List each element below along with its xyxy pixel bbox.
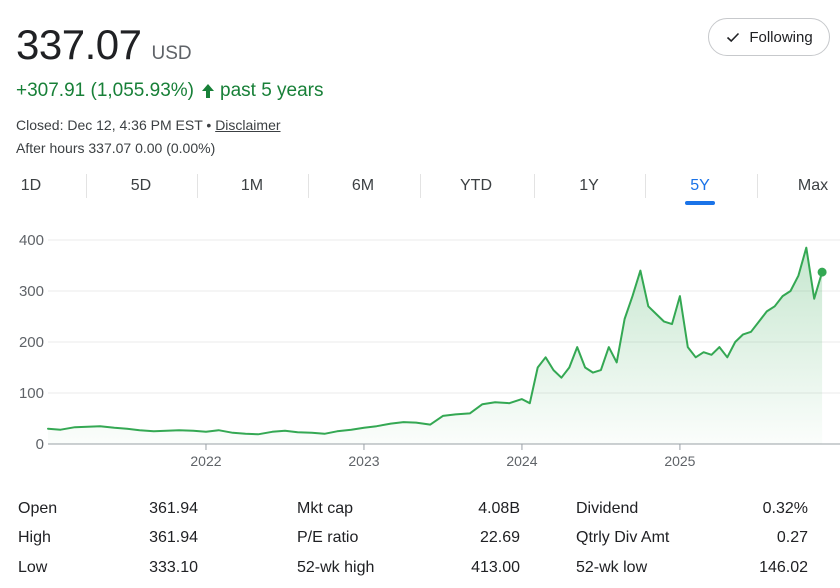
y-tick-label: 200 <box>19 334 44 351</box>
tab-max[interactable]: Max <box>797 177 829 194</box>
tab-5y[interactable]: 5Y <box>690 177 710 194</box>
tab-ytd[interactable]: YTD <box>460 177 492 194</box>
stat-label: Mkt cap <box>297 500 354 517</box>
active-tab-indicator <box>685 201 715 205</box>
price-area <box>48 247 823 444</box>
stat-label: 52-wk high <box>297 559 375 576</box>
tab-1m[interactable]: 1M <box>240 177 264 194</box>
check-icon <box>727 32 740 43</box>
currency-label: USD <box>151 43 192 64</box>
stat-value: 0.32% <box>762 500 808 517</box>
separator-dot: • <box>206 117 212 133</box>
y-tick-label: 400 <box>19 232 44 249</box>
stat-label: Low <box>18 559 48 576</box>
last-price-point <box>817 267 827 277</box>
tab-6m[interactable]: 6M <box>351 177 375 194</box>
current-price: 337.07 <box>16 21 142 68</box>
arrow-up-icon <box>202 84 214 98</box>
x-tick-label: 2025 <box>664 453 695 469</box>
y-tick-label: 300 <box>19 283 44 300</box>
closed-time: Closed: Dec 12, 4:36 PM EST <box>16 117 203 133</box>
price-line <box>47 246 824 436</box>
stat-label: Dividend <box>576 500 639 517</box>
stat-label: 52-wk low <box>576 559 648 576</box>
tab-separator <box>534 174 535 198</box>
tab-separator <box>197 174 198 198</box>
following-label: Following <box>749 28 813 46</box>
tab-separator <box>420 174 421 198</box>
change-period: past 5 years <box>220 80 324 101</box>
tab-1y[interactable]: 1Y <box>579 177 599 194</box>
tab-separator <box>645 174 646 198</box>
stat-value: 361.94 <box>149 529 198 546</box>
stat-label: Qtrly Div Amt <box>576 529 670 546</box>
stat-value: 4.08B <box>478 500 520 517</box>
stat-label: High <box>18 529 51 546</box>
x-tick-label: 2022 <box>190 453 221 469</box>
tab-separator <box>757 174 758 198</box>
price-change-row: +307.91 (1,055.93%) past 5 years <box>16 80 324 102</box>
price-chart: 400 300 200 100 0 2022 2023 2024 2025 <box>19 232 840 469</box>
following-button[interactable]: Following <box>708 18 830 56</box>
stat-value: 146.02 <box>759 559 808 576</box>
x-tick-label: 2023 <box>348 453 379 469</box>
stat-value: 22.69 <box>479 529 520 546</box>
disclaimer-link[interactable]: Disclaimer <box>215 117 281 133</box>
stat-label: Open <box>18 500 58 517</box>
tab-1d[interactable]: 1D <box>20 177 42 194</box>
tab-separator <box>308 174 309 198</box>
price-change: +307.91 (1,055.93%) <box>16 80 194 101</box>
tab-separator <box>86 174 87 198</box>
y-tick-label: 0 <box>36 436 44 453</box>
stat-value: 333.10 <box>149 559 198 576</box>
price-row: 337.07 USD <box>16 22 192 68</box>
stat-value: 0.27 <box>776 529 808 546</box>
time-range-tabs: 1D 5D 1M 6M YTD 1Y 5Y Max <box>0 172 840 205</box>
stat-label: P/E ratio <box>297 529 359 546</box>
stat-value: 413.00 <box>471 559 520 576</box>
y-tick-label: 100 <box>19 385 44 402</box>
stat-value: 361.94 <box>149 500 198 517</box>
market-status: Closed: Dec 12, 4:36 PM EST • Disclaimer <box>16 117 281 133</box>
after-hours: After hours 337.07 0.00 (0.00%) <box>16 140 216 156</box>
x-tick-label: 2024 <box>506 453 537 469</box>
tab-5d[interactable]: 5D <box>130 177 152 194</box>
